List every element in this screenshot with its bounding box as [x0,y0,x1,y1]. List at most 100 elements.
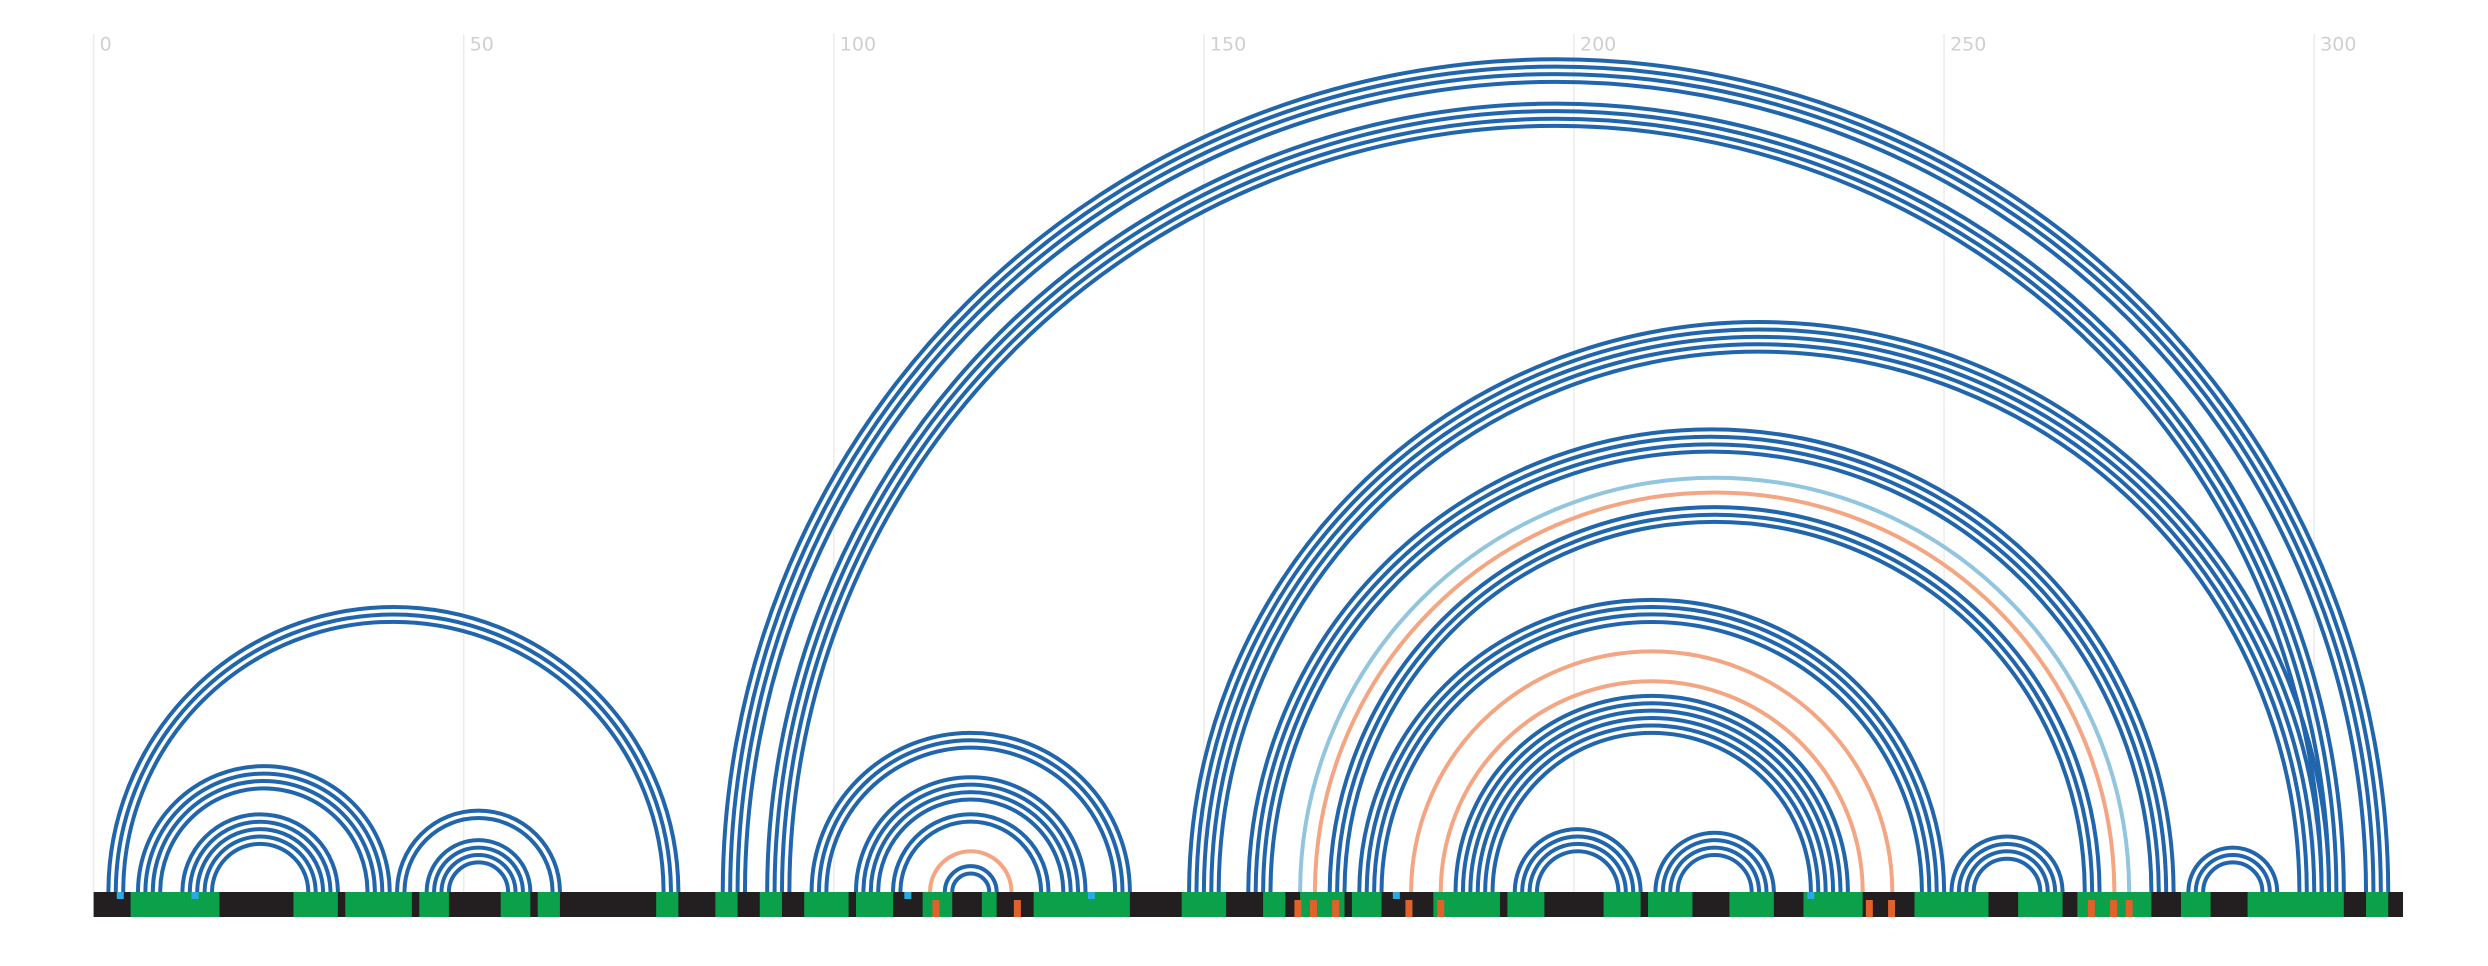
arc [402,816,555,893]
arc [1312,490,2117,893]
segment [419,892,449,917]
segment [130,892,220,917]
marker [1309,900,1317,917]
arc [1483,723,1821,893]
arc [854,775,1088,893]
marker [1392,892,1400,899]
segment [759,892,782,917]
arc [1342,519,2087,893]
marker [1294,900,1302,917]
arc [180,812,340,893]
arc [1201,334,2317,893]
arc [439,853,518,893]
arc [113,612,673,893]
segment [715,892,738,917]
arc [824,745,1118,893]
arc [395,808,562,893]
arc [1372,612,1932,893]
marker [2125,900,2133,917]
segment [1914,892,1989,917]
segment [537,892,560,917]
arc [1534,849,1621,893]
arc [1653,831,1776,893]
marker [116,892,124,899]
marker [2110,900,2118,917]
segment [1263,892,1286,917]
arc [1327,505,2102,893]
arc [1971,856,2043,893]
arc [765,101,2346,893]
arc [2186,846,2280,893]
arc [891,812,1051,893]
arc [809,730,1132,893]
segment [500,892,531,917]
arc [1527,842,1628,893]
x-tick-label: 300 [2320,34,2356,56]
x-tick-label: 150 [1210,34,1246,56]
arc [432,845,525,893]
arc [950,871,992,893]
segment [656,892,679,917]
arc [772,109,2339,893]
arc [187,819,333,893]
arc [210,841,311,893]
segment [2018,892,2063,917]
marker [1405,900,1413,917]
arc [1261,443,2161,893]
arc [158,786,370,893]
marker [904,892,912,899]
arc [1382,622,1922,892]
arc [868,790,1073,893]
arc [195,827,326,893]
arc [1438,679,1865,893]
arc [1675,853,1754,893]
arc [1246,427,2176,893]
arc [1253,434,2169,893]
arc [861,782,1081,893]
arc [735,72,2376,893]
arc [1268,449,2154,893]
segment [856,892,894,917]
arc [1475,716,1828,893]
arc [1490,731,1813,893]
arc [816,738,1125,893]
arc [720,57,2391,893]
arc [2201,860,2265,893]
segment [1729,892,1774,917]
arc [1364,605,1939,893]
arc [2193,853,2272,893]
arc [202,834,318,893]
marker [1807,892,1815,899]
segment [2247,892,2344,917]
arc [143,771,385,893]
marker [1013,900,1021,917]
arc [1216,349,2302,893]
arc [1460,701,1843,893]
marker [1332,900,1340,917]
segment [1603,892,1641,917]
arc [1660,838,1769,893]
arc [1956,841,2058,893]
arc [1949,834,2065,893]
x-tick-label: 100 [840,34,876,56]
arc [446,860,511,893]
segment [2180,892,2211,917]
segment [1433,892,1500,917]
segment [1181,892,1227,917]
marker [1437,900,1445,917]
x-tick-label: 250 [1950,34,1986,56]
arc [1209,342,2309,893]
segment [1351,892,1382,917]
arc [150,778,377,893]
arc [1668,846,1762,893]
segment [981,892,997,917]
arc [898,819,1044,893]
segment [804,892,849,917]
arc [1468,708,1836,893]
segment [2366,892,2389,917]
arc [106,605,681,893]
marker [2087,900,2095,917]
segment [1648,892,1693,917]
arc [1409,649,1895,893]
